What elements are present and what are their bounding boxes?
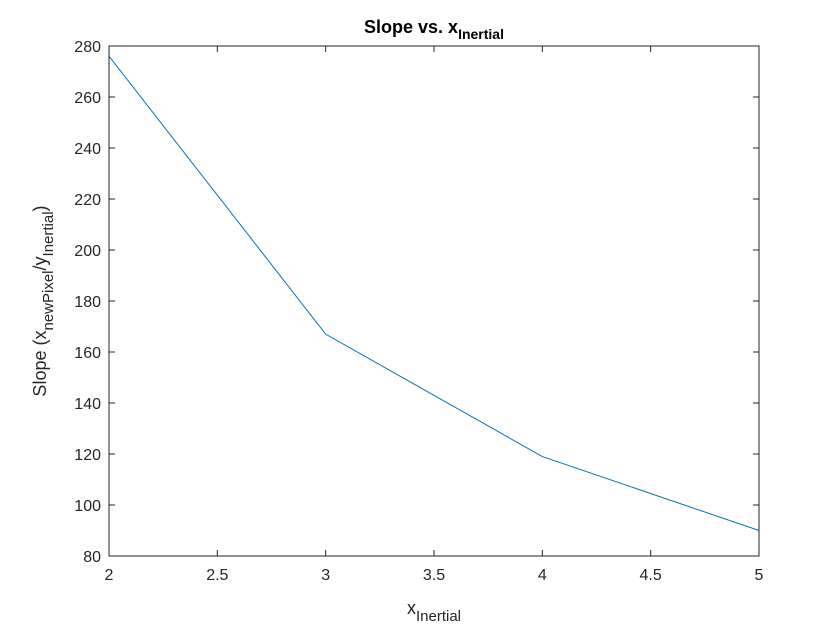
y-tick-label: 80 bbox=[83, 549, 101, 566]
x-tick-label: 5 bbox=[755, 567, 764, 584]
x-tick-label: 3 bbox=[321, 567, 330, 584]
axis-ticks bbox=[108, 45, 760, 557]
y-tick-label: 180 bbox=[74, 294, 101, 311]
y-tick-label: 200 bbox=[74, 243, 101, 260]
x-tick-label: 3.5 bbox=[423, 567, 445, 584]
y-tick-label: 160 bbox=[74, 345, 101, 362]
y-tick-label: 100 bbox=[74, 498, 101, 515]
y-tick-label: 120 bbox=[74, 447, 101, 464]
series-line bbox=[108, 55, 760, 531]
series-lines bbox=[108, 55, 760, 531]
plot-background bbox=[109, 46, 759, 556]
plot-area: 2 2.5 3 3.5 4 4.5 5 80 100 120 140 160 180 200 220 240 2… bbox=[74, 39, 763, 584]
x-tick-label: 2 bbox=[105, 567, 114, 584]
y-axis-label: Slope (xnewPixel/yInertial) bbox=[30, 205, 57, 396]
y-tick-label: 260 bbox=[74, 90, 101, 107]
x-tick-label: 2.5 bbox=[206, 567, 228, 584]
tick-labels: 2 2.5 3 3.5 4 4.5 5 80 100 120 140 160 180 200 220 240 2… bbox=[74, 39, 763, 584]
y-tick-label: 140 bbox=[74, 396, 101, 413]
y-tick-label: 240 bbox=[74, 141, 101, 158]
x-axis-label: xInertial bbox=[407, 598, 461, 625]
y-tick-label: 220 bbox=[74, 192, 101, 209]
chart-title: Slope vs. xInertial bbox=[364, 17, 504, 42]
y-tick-label: 280 bbox=[74, 39, 101, 56]
x-tick-label: 4.5 bbox=[640, 567, 662, 584]
axes-box bbox=[108, 45, 760, 557]
x-tick-label: 4 bbox=[538, 567, 547, 584]
